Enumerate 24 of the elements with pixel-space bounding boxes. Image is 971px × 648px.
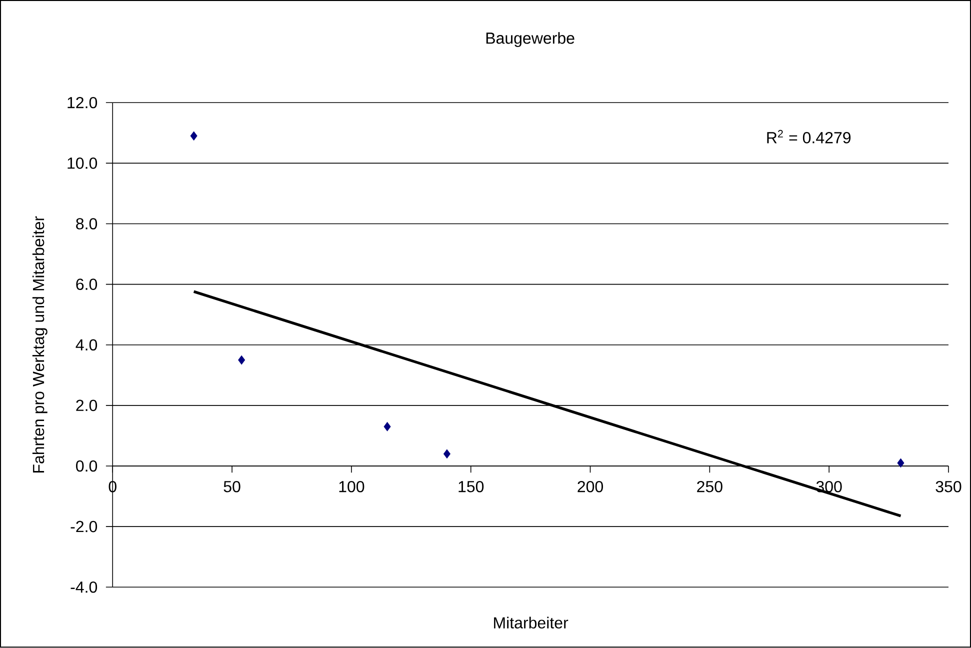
y-tick-label: 4.0 (76, 339, 98, 351)
y-tick-label: 6.0 (76, 278, 98, 290)
x-tick-label: 250 (697, 481, 722, 492)
x-axis-title: Mitarbeiter (494, 616, 568, 629)
x-tick-label: 50 (224, 481, 240, 492)
x-tick-label: 350 (936, 481, 962, 492)
y-tick-label: -2.0 (70, 521, 98, 532)
y-tick-label: 2.0 (76, 400, 98, 412)
y-tick-label: -4.0 (70, 582, 98, 593)
y-axis-title: Fahrten pro Werktag und Mitarbeiter (32, 216, 48, 473)
point (190, 132, 198, 141)
point (897, 458, 904, 468)
point (443, 449, 450, 459)
x-tick-label: 100 (339, 481, 364, 492)
chart-title: Baugewerbe (486, 32, 574, 48)
annotation: R$^{2}$ = 0.4279 (767, 130, 851, 144)
x-tick-label: 150 (458, 481, 484, 492)
y-tick-label: 0.0 (76, 460, 98, 472)
y-tick-label: 10.0 (68, 158, 98, 169)
y-tick-label: 8.0 (76, 218, 98, 230)
y-tick-label: 12.0 (68, 97, 98, 108)
x-tick-label: 200 (578, 481, 603, 492)
point (384, 422, 391, 432)
point (238, 356, 246, 365)
